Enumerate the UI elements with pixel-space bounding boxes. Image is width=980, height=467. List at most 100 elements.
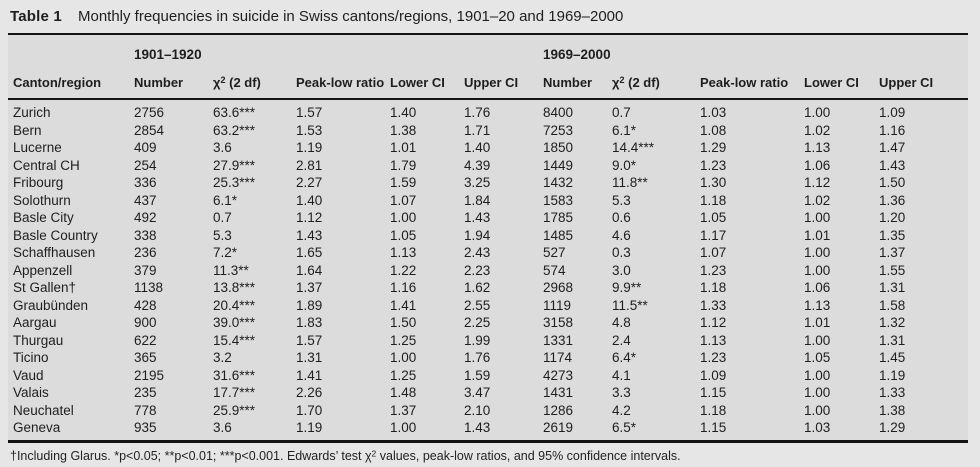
cell-number-1901: 1138 [134, 280, 164, 295]
cell-canton: Thurgau [13, 332, 64, 348]
cell-number-1901: 428 [134, 297, 157, 313]
cell-peak-low-1969: 1.15 [700, 420, 727, 435]
cell-peak-low-1969: 1.18 [700, 402, 727, 418]
cell-peak-low-1901: 1.40 [296, 192, 323, 208]
cell-number-1969: 4273 [543, 367, 574, 383]
table-title-text: Monthly frequencies in suicide in Swiss … [77, 8, 624, 25]
cell-peak-low-1969: 1.29 [700, 140, 727, 155]
cell-number-1969: 7253 [543, 122, 574, 138]
table-row: Ticino 365 3.2 1.31 1.00 1.76 1174 6.4* 1.23 1.05… [8, 349, 968, 367]
cell-upper-ci-1969: 1.36 [879, 192, 906, 208]
cell-peak-low-1969: 1.18 [700, 280, 727, 295]
cell-lower-ci-1901: 1.05 [390, 227, 417, 243]
cell-chi2-1901: 20.4*** [213, 297, 256, 313]
cell-upper-ci-1901: 2.23 [464, 262, 491, 278]
cell-chi2-1901: 0.7 [213, 210, 232, 225]
cell-peak-low-1901: 2.81 [296, 157, 323, 173]
cell-number-1969: 1286 [543, 402, 574, 418]
cell-peak-low-1901: 1.19 [296, 140, 323, 155]
cell-number-1969: 3158 [543, 315, 574, 330]
cell-chi2-1969: 3.3 [612, 385, 631, 400]
cell-number-1969: 1174 [543, 350, 573, 365]
cell-number-1901: 2195 [134, 367, 165, 383]
cell-lower-ci-1969: 1.02 [804, 122, 831, 138]
group-header-spacer [8, 35, 134, 65]
cell-lower-ci-1969: 1.13 [804, 297, 831, 313]
cell-lower-ci-1969: 1.00 [804, 332, 831, 348]
cell-upper-ci-1901: 1.76 [464, 350, 491, 365]
cell-lower-ci-1969: 1.00 [804, 262, 831, 278]
cell-chi2-1969: 11.8** [612, 175, 648, 190]
table-row: Vaud 2195 31.6*** 1.41 1.25 1.59 4273 4.1 1.09 1.… [8, 367, 968, 385]
cell-upper-ci-1969: 1.31 [879, 332, 906, 348]
cell-peak-low-1901: 1.65 [296, 245, 323, 260]
cell-upper-ci-1969: 1.47 [879, 140, 906, 155]
table-row: Graubünden 428 20.4*** 1.89 1.41 2.55 1119 11.5… [8, 297, 968, 315]
cell-peak-low-1901: 1.64 [296, 262, 323, 278]
cell-number-1901: 2854 [134, 122, 165, 138]
cell-peak-low-1969: 1.23 [700, 262, 727, 278]
cell-upper-ci-1969: 1.16 [879, 122, 906, 138]
cell-lower-ci-1901: 1.41 [390, 297, 417, 313]
cell-upper-ci-1901: 3.47 [464, 385, 491, 400]
cell-lower-ci-1969: 1.06 [804, 157, 831, 173]
cell-number-1901: 235 [134, 385, 157, 400]
cell-lower-ci-1901: 1.25 [390, 367, 417, 383]
cell-lower-ci-1969: 1.00 [804, 402, 831, 418]
cell-chi2-1969: 9.9** [612, 280, 642, 295]
cell-upper-ci-1969: 1.35 [879, 227, 906, 243]
column-header-chi2-1969: χ2 (2 df) [612, 65, 700, 100]
column-header-lower-ci-1969: Lower CI [804, 65, 879, 100]
cell-upper-ci-1969: 1.09 [879, 105, 906, 120]
cell-lower-ci-1969: 1.13 [804, 140, 831, 155]
cell-lower-ci-1969: 1.00 [804, 367, 831, 383]
cell-number-1901: 336 [134, 175, 157, 190]
cell-chi2-1969: 6.1* [612, 122, 637, 138]
cell-peak-low-1901: 1.57 [296, 332, 323, 348]
cell-chi2-1901: 31.6*** [213, 367, 256, 383]
cell-canton: St Gallen† [13, 280, 77, 295]
cell-lower-ci-1969: 1.00 [804, 245, 831, 260]
group-header-row: 1901–1920 1969–2000 [8, 35, 968, 65]
table-row: Bern 2854 63.2*** 1.53 1.38 1.71 7253 6.1* 1.08 1… [8, 122, 968, 140]
chi-symbol: χ [213, 75, 221, 90]
cell-chi2-1901: 11.3** [213, 262, 249, 278]
cell-number-1901: 778 [134, 402, 157, 418]
cell-canton: Appenzell [13, 262, 73, 278]
cell-upper-ci-1901: 4.39 [464, 157, 491, 173]
cell-canton: Ticino [13, 350, 49, 365]
cell-peak-low-1901: 1.12 [296, 210, 323, 225]
chi-df: (2 df) [225, 75, 261, 90]
cell-number-1901: 2756 [134, 105, 165, 120]
cell-peak-low-1901: 1.83 [296, 315, 323, 330]
chi-exponent: 2 [619, 75, 625, 85]
cell-number-1969: 1785 [543, 210, 574, 225]
cell-canton: Fribourg [13, 175, 64, 190]
table-row: Solothurn 437 6.1* 1.40 1.07 1.84 1583 5.3 1.18 1… [8, 192, 968, 210]
cell-canton: Schaffhausen [13, 245, 96, 260]
cell-upper-ci-1901: 2.25 [464, 315, 491, 330]
cell-lower-ci-1969: 1.00 [804, 105, 831, 120]
cell-canton: Graubünden [13, 297, 89, 313]
cell-upper-ci-1969: 1.37 [879, 245, 906, 260]
cell-chi2-1969: 4.8 [612, 315, 631, 330]
table-title: Table 1 Monthly frequencies in suicide in… [0, 0, 980, 33]
table-row: Neuchatel 778 25.9*** 1.70 1.37 2.10 1286 4.2 1.… [8, 402, 968, 420]
column-header-chi2-1901: χ2 (2 df) [213, 65, 296, 100]
cell-upper-ci-1901: 1.94 [464, 227, 491, 243]
cell-chi2-1969: 4.1 [612, 367, 631, 383]
cell-peak-low-1969: 1.30 [700, 175, 727, 190]
cell-lower-ci-1901: 1.00 [390, 210, 417, 225]
cell-peak-low-1969: 1.05 [700, 210, 727, 225]
cell-upper-ci-1969: 1.58 [879, 297, 906, 313]
cell-chi2-1901: 7.2* [213, 245, 238, 260]
cell-number-1901: 900 [134, 315, 157, 330]
column-header-peak-low-1901: Peak-low ratio [296, 65, 390, 100]
cell-chi2-1969: 4.2 [612, 402, 631, 418]
cell-upper-ci-1901: 1.43 [464, 210, 491, 225]
cell-number-1969: 1583 [543, 192, 574, 208]
cell-chi2-1969: 5.3 [612, 192, 631, 208]
cell-peak-low-1969: 1.23 [700, 157, 727, 173]
cell-lower-ci-1901: 1.16 [390, 280, 417, 295]
